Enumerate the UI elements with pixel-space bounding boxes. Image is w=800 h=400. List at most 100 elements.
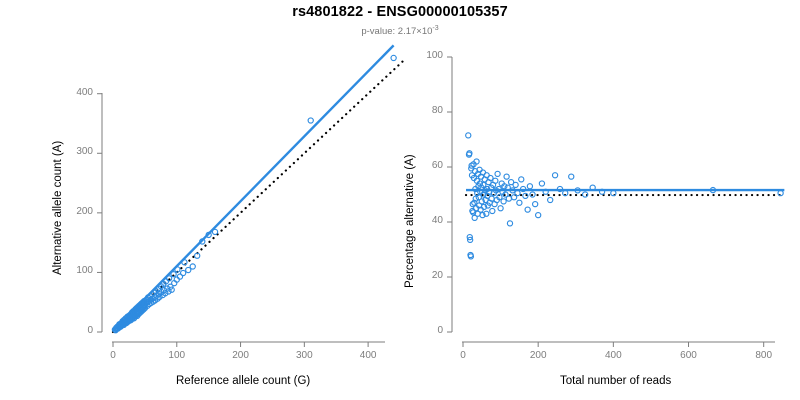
data-point	[505, 195, 513, 202]
data-point	[489, 207, 496, 215]
data-point	[551, 172, 559, 179]
data-point	[494, 170, 501, 178]
data-point	[199, 238, 206, 245]
data-point	[501, 183, 508, 190]
data-point	[174, 266, 181, 273]
data-point	[480, 203, 488, 211]
y-tick-label: 100	[76, 265, 93, 277]
figure-subtitle: p-value: 2.17×10-3	[0, 25, 800, 37]
data-point	[471, 214, 478, 222]
figure-title: rs4801822 - ENSG00000105357	[292, 4, 508, 20]
data-point	[610, 189, 617, 197]
data-point	[496, 194, 503, 201]
subtitle-text: p-value: 2.17×10	[361, 26, 433, 38]
x-tick-label: 0	[110, 350, 116, 361]
data-point	[777, 189, 784, 197]
data-point	[497, 205, 504, 212]
data-point	[479, 211, 486, 219]
y-tick-label: 0	[87, 325, 93, 336]
data-point	[168, 286, 175, 293]
x-tick-label: 200	[232, 350, 249, 361]
x-tick-label: 800	[755, 350, 773, 361]
panel-right	[447, 56, 786, 347]
data-point	[518, 176, 525, 183]
data-point	[512, 181, 519, 189]
data-point	[519, 185, 527, 193]
data-point	[466, 233, 473, 241]
data-point	[390, 54, 397, 62]
data-point	[176, 273, 184, 280]
y-tick-label: 400	[76, 86, 93, 98]
data-point	[574, 187, 581, 194]
data-point	[466, 150, 473, 157]
data-point	[471, 199, 478, 206]
panel-left	[97, 44, 405, 347]
data-point	[185, 266, 192, 274]
data-point	[181, 259, 188, 266]
data-point	[709, 186, 717, 194]
data-point	[179, 269, 187, 277]
data-point	[483, 210, 490, 217]
data-point	[562, 189, 569, 197]
data-point	[478, 198, 485, 205]
data-point	[509, 187, 516, 194]
data-point	[487, 174, 494, 182]
data-point	[205, 231, 212, 239]
data-point	[589, 184, 596, 191]
x-tick-label: 600	[680, 350, 697, 361]
subtitle-exponent: -3	[432, 25, 439, 32]
data-point	[581, 191, 589, 198]
data-point	[524, 206, 531, 213]
data-point	[526, 183, 534, 190]
y-tick-label: 60	[431, 160, 443, 171]
y-tick-label: 300	[76, 146, 93, 158]
data-point	[165, 275, 173, 282]
data-point	[507, 178, 515, 186]
data-point	[170, 271, 177, 278]
data-point	[522, 192, 529, 200]
data-point	[476, 180, 484, 187]
reference-line	[111, 59, 405, 334]
data-point	[307, 117, 314, 124]
data-point	[194, 252, 201, 259]
data-point	[465, 132, 472, 139]
y-tick-label: 100	[426, 50, 443, 61]
data-point	[529, 191, 536, 198]
data-point	[547, 196, 554, 204]
left-panel-x-axis-label: Reference allele count (G)	[176, 375, 311, 387]
data-point	[474, 189, 481, 197]
y-tick-label: 0	[437, 325, 443, 336]
data-point	[538, 180, 546, 187]
data-point	[500, 198, 507, 205]
data-point	[167, 283, 174, 290]
data-point	[211, 228, 219, 236]
data-point	[510, 194, 518, 201]
x-tick-label: 300	[295, 350, 313, 361]
data-point	[506, 220, 514, 227]
x-tick-label: 400	[605, 350, 622, 361]
y-tick-label: 40	[431, 215, 443, 226]
data-point	[480, 181, 487, 189]
data-point	[504, 184, 511, 191]
data-point	[568, 173, 575, 180]
x-tick-label: 200	[529, 350, 547, 361]
x-tick-label: 400	[359, 350, 377, 361]
y-tick-label: 20	[431, 270, 443, 281]
data-point	[503, 173, 510, 180]
y-tick-label: 80	[431, 105, 443, 116]
data-point	[492, 177, 499, 184]
data-point	[469, 200, 476, 208]
data-point	[534, 211, 542, 219]
data-point	[542, 188, 549, 195]
data-point	[472, 195, 479, 202]
x-tick-label: 100	[168, 350, 186, 361]
data-point	[473, 158, 480, 165]
data-point	[467, 253, 475, 260]
y-tick-label: 200	[76, 205, 93, 217]
data-point	[189, 263, 196, 270]
data-point	[516, 199, 523, 206]
data-point	[466, 236, 474, 244]
data-point	[475, 194, 482, 201]
